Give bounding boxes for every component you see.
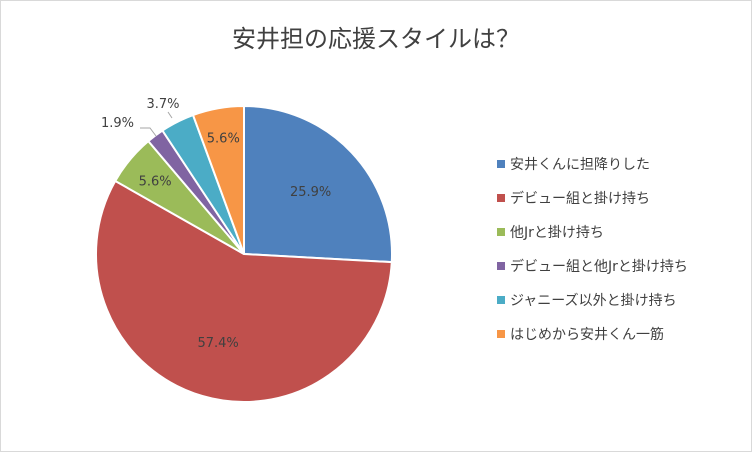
legend-label: はじめから安井くん一筋: [510, 326, 664, 343]
legend-swatch: [497, 160, 505, 168]
pie-slice: [95, 179, 393, 403]
legend-label: デビュー組と掛け持ち: [510, 190, 650, 207]
legend-swatch: [497, 194, 505, 202]
legend-swatch: [497, 262, 505, 270]
chart-title: 安井担の応援スタイルは？: [232, 25, 520, 53]
pie-slice: [243, 104, 393, 264]
legend-label: 安井くんに担降りした: [510, 157, 650, 173]
data-label: 5.6%: [139, 174, 172, 189]
legend-swatch: [497, 296, 505, 304]
legend-label: ジャニーズ以外と掛け持ち: [510, 293, 677, 309]
leader-line: [140, 127, 157, 137]
data-label: 25.9%: [290, 185, 331, 200]
leader-line: [167, 111, 173, 119]
data-label: 1.9%: [101, 116, 134, 131]
legend-label: デビュー組と他Jrと掛け持ち: [510, 258, 688, 275]
data-label: 5.6%: [207, 131, 240, 146]
pie-slices: [95, 104, 393, 403]
legend: 安井くんに担降りしたデビュー組と掛け持ち他Jrと掛け持ちデビュー組と他Jrと掛け…: [497, 157, 688, 343]
leader-lines: [140, 111, 173, 137]
legend-swatch: [497, 330, 505, 338]
data-labels: 25.9% 57.4% 5.6% 1.9% 3.7% 5.6%: [101, 97, 331, 351]
data-label: 57.4%: [197, 336, 238, 351]
data-label: 3.7%: [146, 97, 179, 112]
pie-slice: [191, 104, 245, 255]
legend-label: 他Jrと掛け持ち: [510, 225, 604, 241]
legend-swatch: [497, 228, 505, 236]
